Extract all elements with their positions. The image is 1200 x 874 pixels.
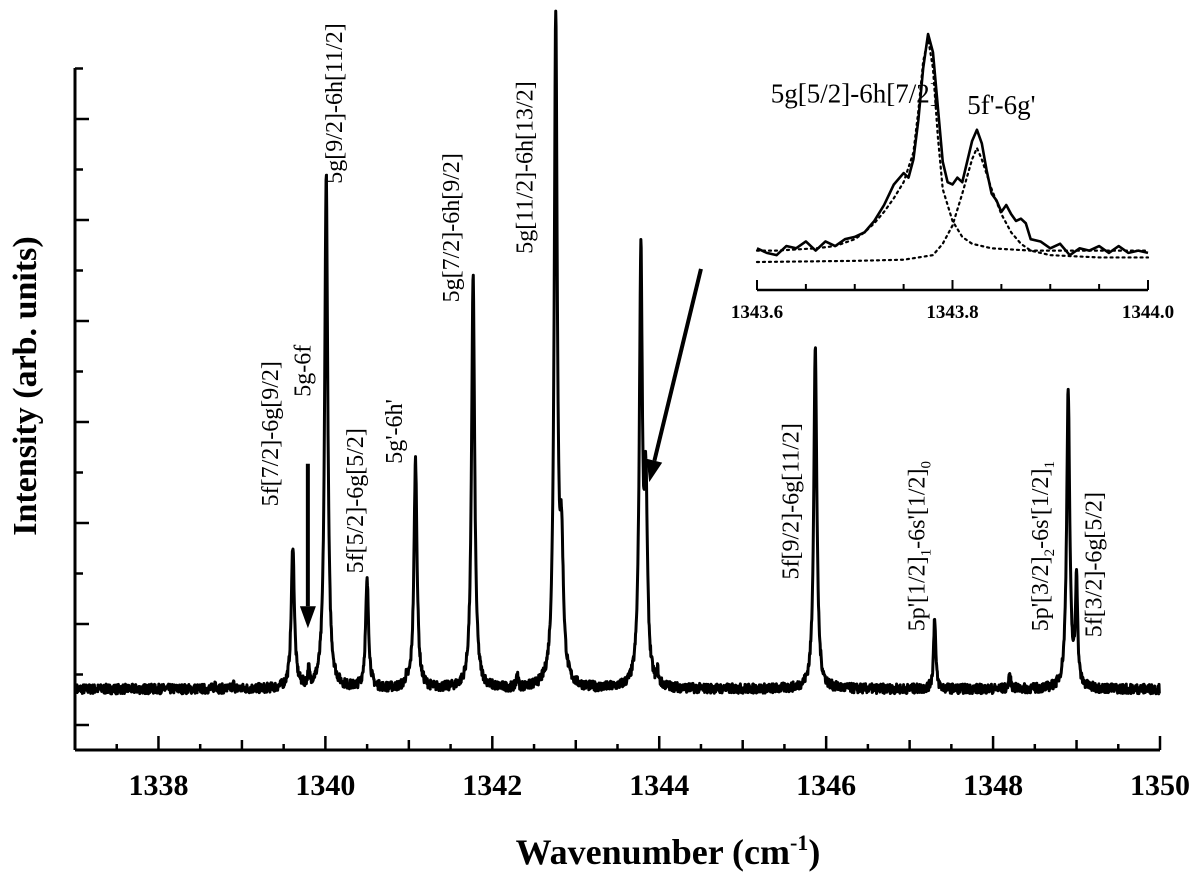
peak-label: 5p'[3/2]2-6s'[1/2]1: [1028, 461, 1058, 631]
peak-label: 5p'[1/2]1-6s'[1/2]0: [905, 461, 935, 631]
peak-label: 5f[7/2]-6g[9/2]: [258, 361, 284, 506]
x-tick-label: 1350: [1130, 769, 1190, 802]
y-axis-title: Intensity (arb. units): [7, 236, 44, 535]
peak-label: 5f[3/2]-6g[5/2]: [1082, 492, 1108, 637]
spectrum-line: [75, 9, 1161, 696]
x-axis-title-sup: -1: [790, 830, 808, 855]
x-tick-label: 1342: [462, 769, 522, 802]
peak-label: 5f[5/2]-6g[5/2]: [343, 428, 369, 573]
peak-label: 5g[11/2]-6h[13/2]: [512, 81, 538, 253]
arrow-head: [299, 606, 316, 629]
inset-fit-line: [755, 37, 1150, 252]
peak-label: 5f[9/2]-6g[11/2]: [779, 423, 805, 579]
peak-label: 5g[9/2]-6h[11/2]: [322, 23, 348, 183]
inset-peak-label: 5g[5/2]-6h[7/2]: [771, 78, 939, 108]
x-axis-ticks: 1338 1340 1342 1344 1346 1348 1350: [73, 67, 1190, 802]
x-tick-label: 1338: [128, 769, 188, 802]
x-tick-label: 1346: [796, 769, 856, 802]
inset-x-tick-label: 1343.6: [731, 302, 783, 323]
inset-peak-label: 5f'-6g': [967, 90, 1035, 120]
inset-measured-line: [756, 32, 1149, 257]
x-tick-label: 1348: [963, 769, 1023, 802]
peak-label: 5g-6f: [290, 345, 316, 397]
main-axes: [73, 68, 1160, 752]
x-axis-title-close: ): [808, 832, 820, 872]
inset-x-tick-label: 1343.8: [926, 302, 978, 323]
spectrum-series: [75, 9, 1161, 696]
arrow-shaft: [652, 268, 703, 462]
peak-label: 5g'-6h': [382, 399, 408, 464]
x-tick-label: 1344: [629, 769, 689, 802]
x-tick-label: 1340: [295, 769, 355, 802]
x-axis-title-main: Wavenumber (cm: [516, 832, 790, 872]
inset-x-tick-label: 1344.0: [1122, 302, 1174, 323]
inset-plot: 1343.6 1343.8 1344.0 5g[5/2]-6h[7/2] 5f'-6g': [731, 32, 1174, 323]
peak-labels: 5f[7/2]-6g[9/2] 5g-6f 5g[9/2]-6h[11/2] 5f[5…: [258, 23, 1108, 637]
annotation-arrows: [299, 268, 703, 629]
peak-label: 5g[7/2]-6h[9/2]: [439, 153, 465, 302]
arrow-head: [646, 458, 663, 483]
inset-fit-line: [755, 146, 1150, 264]
x-axis-title: Wavenumber (cm-1): [516, 830, 821, 872]
